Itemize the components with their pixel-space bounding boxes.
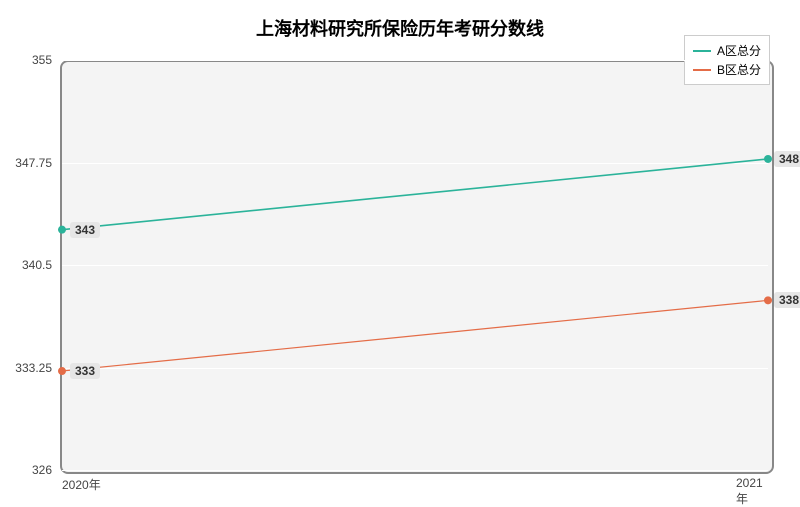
data-point bbox=[58, 226, 66, 234]
line-series-svg bbox=[0, 0, 800, 500]
series-line bbox=[62, 300, 768, 371]
data-point bbox=[58, 367, 66, 375]
data-value-label: 343 bbox=[70, 222, 100, 238]
data-value-label: 333 bbox=[70, 363, 100, 379]
data-point bbox=[764, 296, 772, 304]
series-line bbox=[62, 159, 768, 230]
data-value-label: 338 bbox=[774, 292, 800, 308]
chart-container: 上海材料研究所保险历年考研分数线 A区总分 B区总分 326333.25340.… bbox=[0, 0, 800, 500]
data-value-label: 348 bbox=[774, 151, 800, 167]
data-point bbox=[764, 155, 772, 163]
